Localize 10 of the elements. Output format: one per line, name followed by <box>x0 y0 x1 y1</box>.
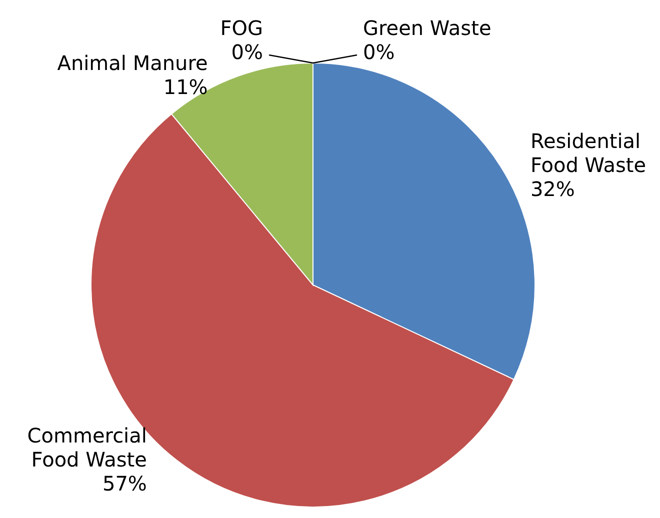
data-label: 57% <box>102 471 147 496</box>
data-label: 11% <box>163 75 208 100</box>
data-label: 32% <box>530 177 575 202</box>
text: 0% <box>363 40 395 64</box>
slice-label: Commercial Food Waste <box>27 423 147 472</box>
slice-label: Animal Manure <box>57 51 208 76</box>
slice-label: Residential Food Waste <box>530 129 646 178</box>
category-label: Green Waste <box>363 16 492 40</box>
category-label: FOG <box>220 16 263 40</box>
text: 0% <box>231 40 263 64</box>
